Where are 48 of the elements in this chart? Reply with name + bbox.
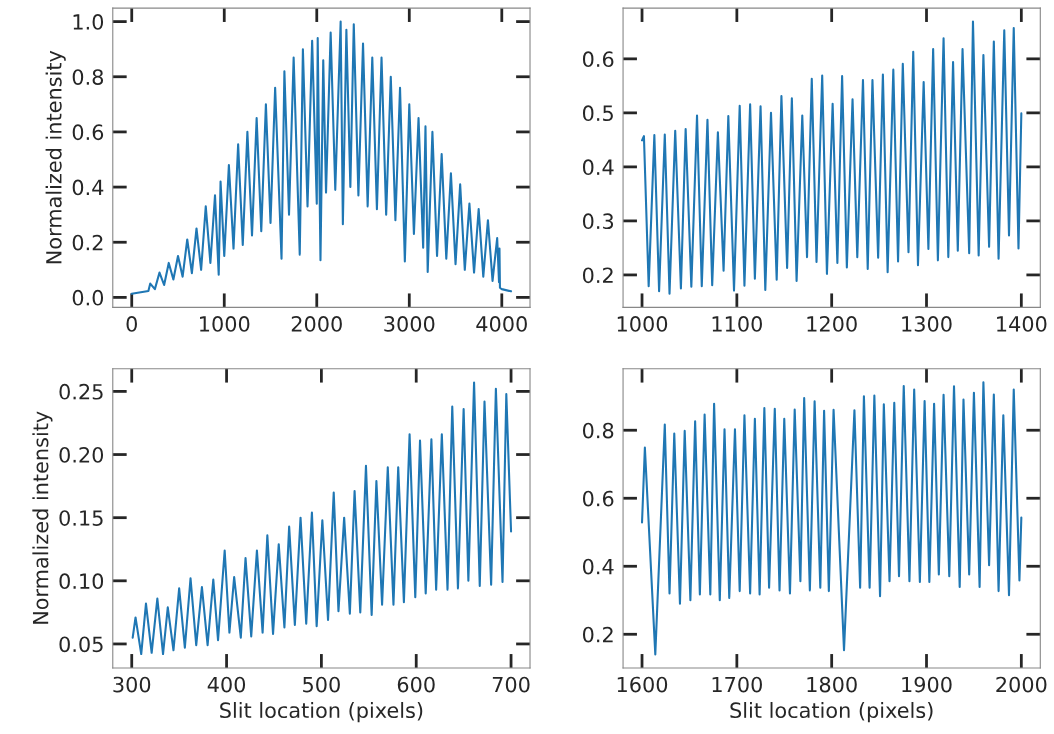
- x-tick-label: 2000: [291, 316, 342, 332]
- y-axis-title: Normalized intensity: [32, 411, 53, 624]
- x-tick-label: 1000: [617, 316, 668, 332]
- y-tick-label: 1.0: [73, 14, 104, 30]
- y-tick-label: 0.2: [582, 626, 613, 643]
- y-tick-label: 0.5: [582, 105, 613, 122]
- x-tick-label: 1800: [807, 676, 857, 693]
- y-tick-label: 0.8: [582, 422, 614, 439]
- y-tick-label: 0.0: [72, 289, 104, 306]
- y-tick-label: 0.4: [582, 558, 614, 575]
- x-tick-label: 700: [492, 676, 530, 693]
- x-tick-label: 1300: [902, 316, 952, 332]
- x-tick-label: 4000: [476, 316, 527, 332]
- y-tick-label: 0.2: [72, 234, 103, 251]
- x-tick-label: 600: [397, 676, 435, 693]
- y-tick-label: 0.6: [72, 124, 104, 141]
- x-tick-label: 1700: [712, 676, 762, 693]
- x-tick-label: 300: [113, 676, 151, 693]
- x-tick-label: 2000: [996, 676, 1047, 693]
- x-tick-label: 500: [303, 676, 340, 693]
- y-tick-label: 0.6: [582, 51, 614, 68]
- line-series: [640, 381, 1023, 656]
- x-tick-label: 1400: [997, 316, 1047, 332]
- x-tick-label: 400: [207, 676, 246, 693]
- y-tick-label: 0.20: [59, 447, 104, 463]
- x-tick-label: 1600: [617, 676, 668, 693]
- y-tick-label: 0.3: [582, 213, 614, 230]
- x-tick-label: 0: [126, 316, 137, 332]
- x-axis-title: Slit location (pixels): [220, 701, 423, 723]
- y-tick-label: 0.10: [59, 573, 104, 590]
- y-tick-label: 0.2: [582, 267, 613, 284]
- y-tick-label: 0.15: [59, 510, 103, 526]
- y-axis-title: Normalized intensity: [45, 50, 66, 264]
- y-tick-label: 0.8: [72, 69, 104, 85]
- x-axis-title: Slit location (pixels): [730, 701, 933, 723]
- y-tick-label: 0.05: [59, 636, 103, 653]
- line-series: [640, 20, 1023, 295]
- x-tick-label: 1900: [902, 676, 952, 693]
- y-tick-label: 0.25: [59, 383, 103, 400]
- x-tick-label: 1200: [807, 316, 857, 332]
- line-series: [131, 381, 513, 656]
- line-series: [130, 20, 513, 295]
- y-tick-label: 0.4: [582, 159, 614, 176]
- x-tick-label: 1000: [200, 316, 250, 332]
- y-tick-label: 0.4: [72, 179, 104, 196]
- x-tick-label: 3000: [384, 316, 435, 332]
- x-tick-label: 1100: [712, 316, 762, 332]
- y-tick-label: 0.6: [582, 490, 614, 507]
